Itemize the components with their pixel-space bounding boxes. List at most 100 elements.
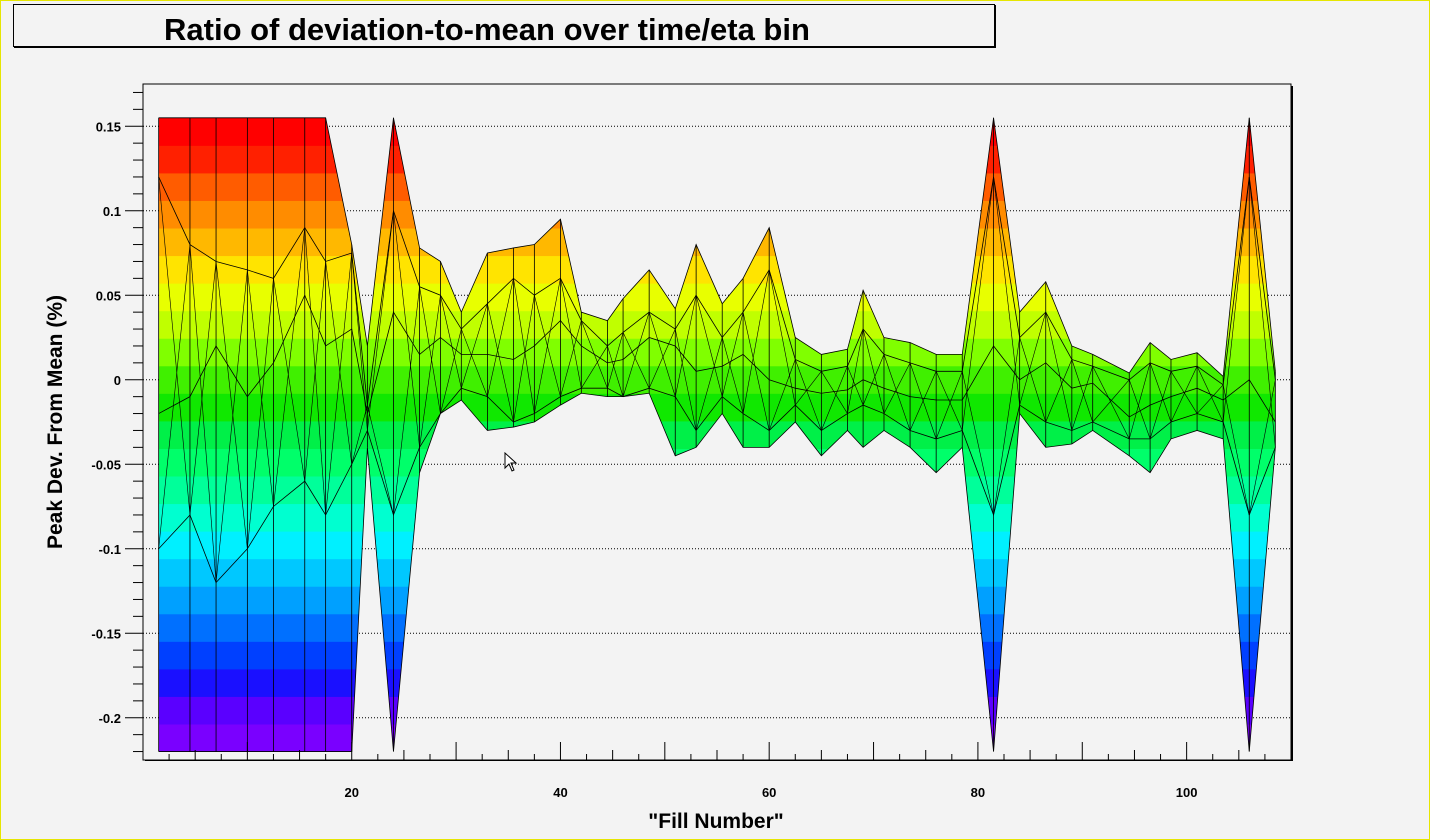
series-line [158,387,1276,584]
mesh-diagonal [419,295,441,448]
mouse-cursor-icon [504,452,518,472]
mesh-diagonal [862,328,885,414]
mesh-diagonal [273,278,306,482]
mesh-diagonal [1071,359,1093,423]
mesh-diagonal [273,227,306,507]
mesh-diagonal [795,371,822,406]
mesh-diagonal [1019,337,1047,423]
y-tick-label: 0.15 [96,119,121,134]
mesh-diagonal [674,328,697,431]
mesh-diagonal [993,337,1020,515]
y-tick-label: 0.05 [96,288,121,303]
mesh-diagonal [560,278,582,389]
mesh-diagonal [440,295,462,389]
mesh-diagonal [607,332,624,389]
mesh-diagonal [1128,379,1151,439]
y-tick-label: 0 [114,373,121,388]
mesh-diagonal [461,303,488,389]
series-line [158,392,1276,752]
mesh-diagonal [461,328,488,397]
x-tick-label: 40 [553,785,567,800]
mesh-diagonal [393,210,420,448]
x-tick-label: 80 [971,785,985,800]
mesh-diagonal [351,252,368,431]
mesh-diagonal [1149,362,1172,423]
mesh-diagonal [158,244,191,549]
mesh-diagonal [534,278,561,414]
mesh-diagonal [648,312,676,397]
series-line [158,294,1276,423]
mesh-diagonal [935,371,963,431]
mesh-diagonal [325,252,353,515]
mesh-diagonal [367,405,394,516]
mesh-diagonal [847,366,864,406]
x-axis-label: "Fill Number" [648,810,783,833]
mesh-diagonal [742,269,770,414]
mesh-diagonal [513,278,535,414]
mesh-diagonal [909,371,937,431]
mesh-diagonal [721,337,744,414]
mesh-diagonal [622,312,650,397]
mesh-diagonal [1170,371,1198,414]
mesh-diagonal [419,286,441,414]
chart-title: Ratio of deviation-to-mean over time/eta… [164,12,810,47]
mesh-diagonal [768,269,796,406]
x-tick-label: 20 [344,785,358,800]
y-tick-label: -0.05 [91,457,121,472]
mesh-diagonal [215,261,248,549]
mesh-diagonal [247,278,274,549]
x-axis: 20 40 60 80 100 [142,742,1292,800]
mesh-diagonal [351,405,368,465]
mesh-diagonal [935,371,963,440]
mesh-diagonal [961,371,994,516]
mesh-diagonal [1149,371,1172,439]
series-line [158,176,1276,406]
mesh-diagonal [821,371,848,414]
y-tick-label: -0.15 [91,626,121,641]
mesh-diagonal [1222,176,1250,423]
mesh-diagonal [695,337,723,431]
mesh-lines [158,117,1276,752]
y-tick-label: -0.2 [99,711,121,726]
mesh-diagonal [325,261,353,465]
mesh-diagonal [622,332,650,389]
y-axis-label: Peak Dev. From Mean (%) [44,295,67,549]
mesh-diagonal [648,328,676,389]
series-line [158,117,1276,378]
mesh-diagonal [487,278,514,397]
mesh-diagonal [1045,312,1073,431]
mesh-diagonal [883,362,911,414]
mesh-diagonal [883,354,911,431]
mesh-diagonal [513,295,535,423]
mesh-diagonal [1222,384,1250,516]
mesh-diagonal [560,320,582,397]
mesh-diagonal [393,286,420,515]
mesh-diagonal [742,312,770,431]
mesh-diagonal [961,176,994,431]
x-tick-label: 100 [1176,785,1198,800]
mesh-diagonal [1071,366,1093,431]
mesh-diagonal [721,312,744,397]
mesh-diagonal [821,366,848,431]
mesh-diagonal [487,303,514,423]
mesh-diagonal [847,328,864,414]
mesh-diagonal [189,244,217,583]
mesh-diagonal [158,176,191,515]
mesh-diagonal [1092,379,1130,423]
mesh-diagonal [1248,379,1276,516]
mesh-diagonal [1092,366,1130,440]
mesh-diagonal [304,261,326,482]
mesh-diagonal [1196,366,1224,423]
mesh-diagonal [1196,384,1224,414]
mesh-diagonal [440,328,462,414]
color-band [158,393,1276,422]
mesh-diagonal [1019,312,1047,406]
mesh-diagonal [581,320,608,389]
mesh-diagonal [674,295,697,397]
mesh-diagonal [1170,366,1198,423]
title-box: Ratio of deviation-to-mean over time/eta… [13,4,995,47]
y-tick-label: -0.1 [99,542,121,557]
mesh-diagonal [862,354,885,406]
mesh-diagonal [695,295,723,397]
